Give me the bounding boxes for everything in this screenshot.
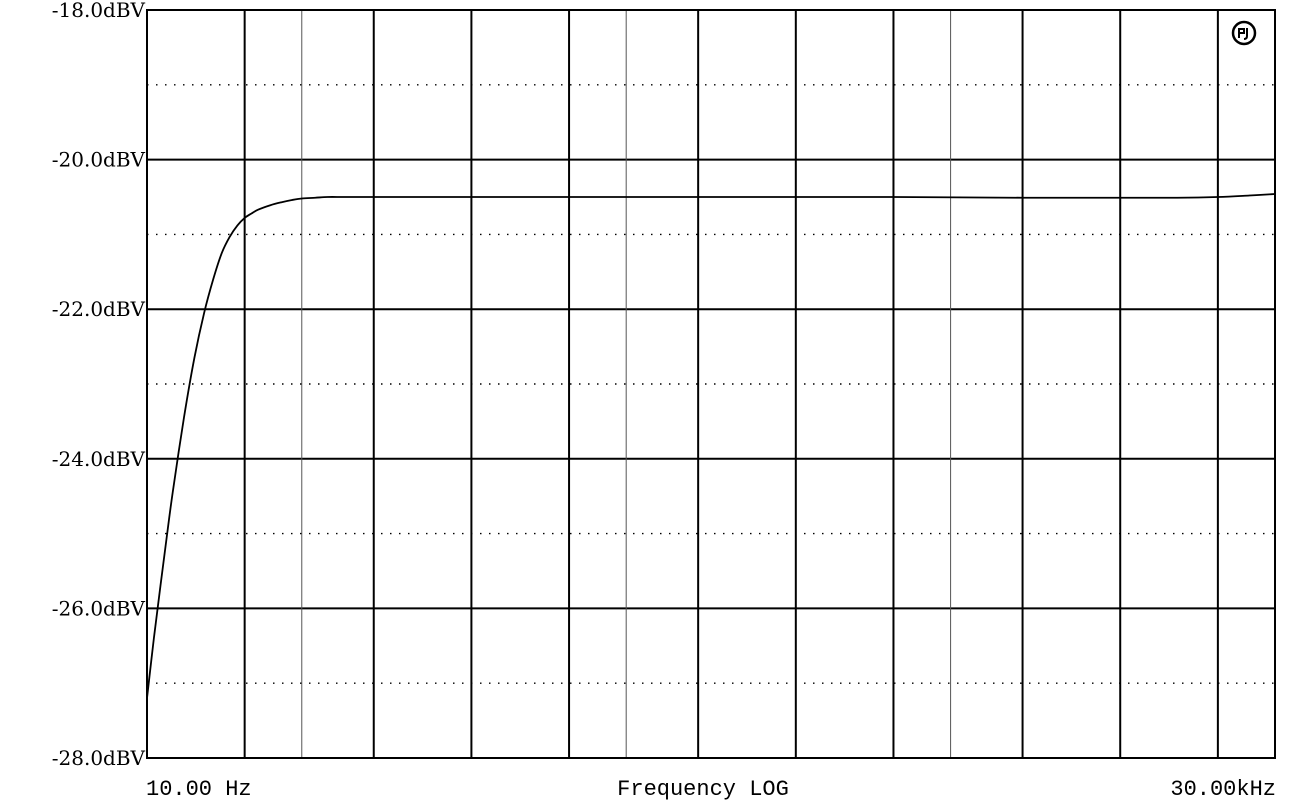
ap-logo-icon (1231, 20, 1257, 46)
y-tick-label: -28.0dBV (52, 746, 146, 770)
x-axis-end-label: 30.00kHz (1170, 777, 1276, 802)
x-axis-start-label: 10.00 Hz (146, 777, 252, 802)
y-tick-label: -26.0dBV (52, 596, 146, 620)
response-curve (146, 193, 1276, 699)
y-tick-label: -22.0dBV (52, 297, 146, 321)
x-axis-title: Frequency LOG (617, 777, 789, 802)
y-tick-label: -24.0dBV (52, 447, 146, 471)
y-tick-label: -18.0dBV (52, 0, 146, 22)
grid (147, 9, 1275, 759)
y-tick-label: -20.0dBV (52, 148, 146, 172)
y-axis-labels: -18.0dBV -20.0dBV -22.0dBV -24.0dBV -26.0dBV… (52, 0, 146, 770)
plot-frame (146, 9, 1276, 759)
